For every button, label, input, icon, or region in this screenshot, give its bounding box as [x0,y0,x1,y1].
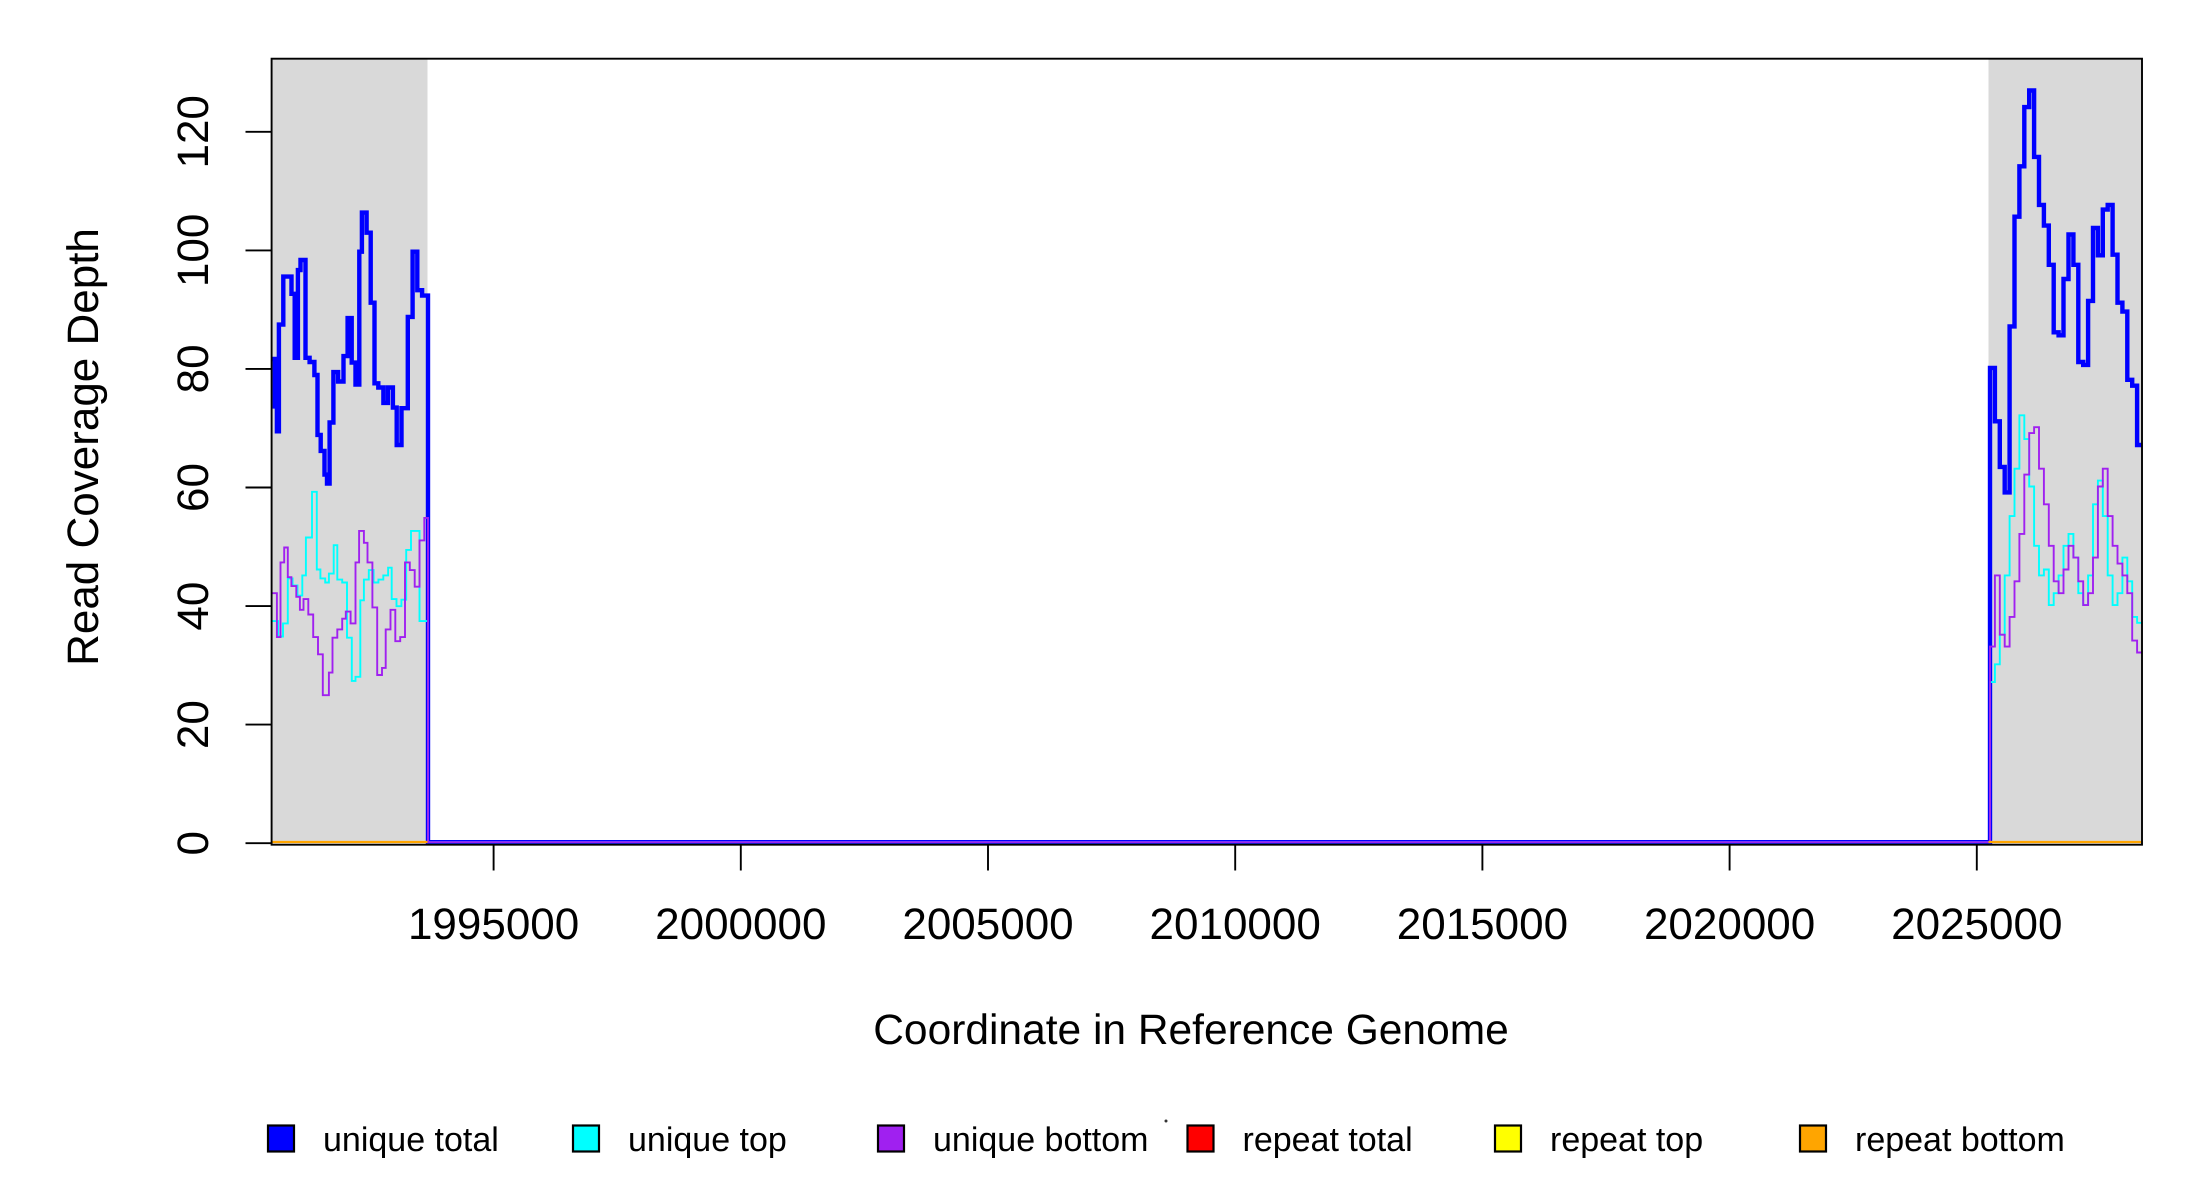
svg-text:2010000: 2010000 [1150,900,1321,949]
svg-text:repeat top: repeat top [1550,1121,1703,1159]
svg-text:80: 80 [169,344,218,393]
svg-text:2005000: 2005000 [902,900,1073,949]
svg-text:2015000: 2015000 [1397,900,1568,949]
svg-text:2020000: 2020000 [1644,900,1815,949]
svg-text:Coordinate in Reference Genome: Coordinate in Reference Genome [873,1007,1509,1054]
svg-text:100: 100 [169,214,218,287]
svg-text:20: 20 [169,700,218,749]
svg-text:0: 0 [169,831,218,855]
svg-text:1995000: 1995000 [408,900,579,949]
svg-text:unique total: unique total [323,1121,499,1159]
svg-text:repeat bottom: repeat bottom [1855,1121,2065,1159]
svg-text:40: 40 [169,582,218,631]
svg-text:60: 60 [169,463,218,512]
svg-text:unique bottom: unique bottom [933,1121,1149,1159]
svg-text:unique top: unique top [628,1121,787,1159]
svg-text:2000000: 2000000 [655,900,826,949]
svg-text:120: 120 [169,95,218,168]
svg-text:2025000: 2025000 [1891,900,2062,949]
svg-text:Read Coverage Depth: Read Coverage Depth [59,228,108,666]
svg-text:repeat total: repeat total [1243,1121,1413,1159]
